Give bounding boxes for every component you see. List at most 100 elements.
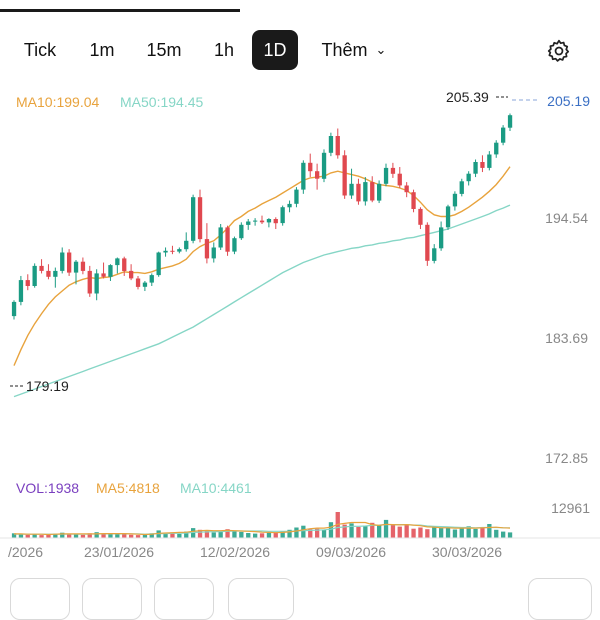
volume-bar bbox=[363, 526, 368, 538]
tab-tick[interactable]: Tick bbox=[10, 30, 70, 70]
candle-body bbox=[335, 136, 340, 156]
volume-bar bbox=[342, 524, 347, 538]
fullscreen-button[interactable] bbox=[528, 578, 592, 620]
volume-bar bbox=[39, 535, 44, 538]
date-axis-label: /2026 bbox=[8, 544, 43, 560]
candle-body bbox=[377, 183, 382, 201]
candle-body bbox=[149, 275, 154, 283]
volume-bar bbox=[232, 531, 237, 538]
candle-body bbox=[94, 273, 99, 294]
volume-bar bbox=[370, 522, 375, 538]
candle bbox=[135, 275, 141, 290]
candle-body bbox=[301, 162, 306, 190]
volume-bar bbox=[197, 529, 203, 538]
volume-bar bbox=[129, 534, 134, 538]
candle bbox=[315, 163, 320, 190]
tab-tick-label: Tick bbox=[23, 40, 57, 60]
candle-body bbox=[287, 203, 292, 208]
toolbar-button[interactable] bbox=[82, 578, 142, 620]
candle-body bbox=[225, 227, 230, 252]
candle-body bbox=[25, 280, 30, 286]
toolbar-button[interactable] bbox=[10, 578, 70, 620]
candle bbox=[370, 176, 375, 203]
candle-body bbox=[184, 240, 189, 250]
tab-15m[interactable]: 15m bbox=[136, 30, 192, 70]
volume-bar bbox=[87, 533, 92, 538]
candle-body bbox=[501, 127, 506, 143]
candle bbox=[363, 177, 368, 206]
candle-body bbox=[480, 162, 485, 168]
volume-bar bbox=[390, 524, 396, 538]
candle bbox=[425, 222, 430, 266]
candle-body bbox=[397, 173, 402, 186]
candle bbox=[494, 140, 499, 158]
candle bbox=[280, 205, 285, 226]
volume-bar bbox=[466, 526, 471, 538]
volume-bar bbox=[404, 524, 409, 538]
candle bbox=[101, 262, 106, 279]
candle bbox=[170, 245, 175, 255]
gear-icon[interactable] bbox=[546, 38, 572, 64]
candle-body bbox=[156, 252, 161, 276]
candle-body bbox=[418, 208, 423, 225]
volume-bar bbox=[115, 533, 120, 538]
volume-bar bbox=[170, 532, 175, 538]
date-axis-label: 30/03/2026 bbox=[432, 544, 502, 560]
candle bbox=[239, 222, 244, 240]
candle-body bbox=[321, 152, 327, 179]
volume-bar bbox=[11, 533, 17, 538]
candle-body bbox=[67, 252, 72, 273]
volume-bar bbox=[507, 532, 513, 538]
price-axis-label: 172.85 bbox=[545, 450, 588, 466]
candle-body bbox=[266, 219, 272, 223]
toolbar-button[interactable] bbox=[154, 578, 214, 620]
candle bbox=[191, 194, 196, 244]
volume-bar bbox=[473, 528, 478, 538]
candle bbox=[184, 232, 189, 252]
candle-body bbox=[432, 248, 437, 261]
candle-body bbox=[280, 207, 285, 224]
candle-body bbox=[425, 224, 430, 261]
chevron-down-icon: ⌄ bbox=[375, 42, 387, 57]
ma10-indicator-label: MA10:199.04 bbox=[16, 94, 99, 110]
volume-bar bbox=[418, 527, 423, 538]
tab-1m[interactable]: 1m bbox=[82, 30, 122, 70]
candle bbox=[390, 162, 396, 178]
candle-body bbox=[390, 167, 396, 174]
volume-ma5-line bbox=[14, 521, 511, 536]
volume-bar bbox=[349, 523, 354, 538]
volume-bar bbox=[204, 530, 210, 538]
candle-body bbox=[87, 270, 92, 294]
volume-bar bbox=[149, 533, 154, 538]
candle bbox=[122, 256, 127, 276]
candle-body bbox=[170, 250, 175, 252]
candle bbox=[259, 215, 265, 224]
volume-bar bbox=[411, 528, 416, 538]
tab-1m-label: 1m bbox=[89, 40, 115, 60]
candle bbox=[80, 257, 86, 275]
price-chart[interactable]: MA10:199.04 MA50:194.45 194.54 183.69 17… bbox=[0, 80, 600, 600]
candle-body bbox=[294, 189, 299, 204]
candle bbox=[308, 153, 313, 178]
timeframe-tabs: Tick 1m 15m 1h 1D Thêm ⌄ bbox=[0, 30, 600, 72]
candle bbox=[142, 280, 148, 292]
candle bbox=[349, 168, 354, 199]
candle-body bbox=[308, 162, 313, 172]
candle bbox=[60, 247, 65, 274]
candle bbox=[46, 264, 51, 280]
toolbar-button[interactable] bbox=[228, 578, 294, 620]
volume-bar bbox=[46, 534, 51, 538]
volume-bar bbox=[32, 533, 37, 538]
candle-body bbox=[18, 280, 24, 302]
candle bbox=[211, 242, 216, 263]
current-price-label: 205.19 bbox=[547, 93, 590, 109]
candle-body bbox=[218, 227, 223, 248]
tab-more[interactable]: Thêm ⌄ bbox=[312, 30, 396, 70]
tab-1d[interactable]: 1D bbox=[252, 30, 298, 70]
candle-body bbox=[32, 265, 37, 286]
tab-1h[interactable]: 1h bbox=[204, 30, 244, 70]
candle bbox=[397, 167, 402, 188]
candle-body bbox=[473, 162, 478, 174]
volume-bar bbox=[315, 528, 320, 538]
candle bbox=[87, 265, 92, 297]
